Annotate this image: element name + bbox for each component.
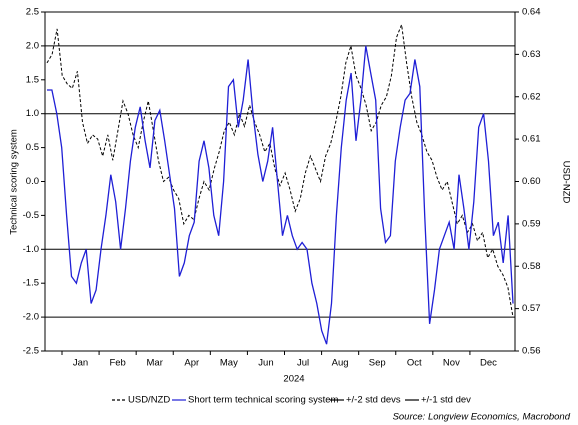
y-tick-label: 0.0: [26, 176, 39, 187]
y-tick-label: -2.0: [23, 312, 39, 323]
y-tick-label: 2.5: [26, 7, 39, 18]
y2-axis-label: USD-NZD: [560, 161, 571, 204]
x-tick-label: Oct: [407, 358, 422, 369]
y-tick-label: -1.5: [23, 278, 39, 289]
y-tick-label: -0.5: [23, 210, 39, 221]
y-tick-label: -1.0: [23, 244, 39, 255]
y2-tick-label: 0.62: [522, 91, 541, 102]
x-tick-label: Nov: [443, 358, 460, 369]
y-axis-label: Technical scoring system: [9, 129, 20, 235]
x-tick-label: Jul: [297, 358, 309, 369]
y2-tick-label: 0.58: [522, 261, 541, 272]
y-tick-label: 1.5: [26, 74, 39, 85]
x-tick-label: Sep: [369, 358, 386, 369]
series-line: [46, 22, 514, 318]
x-tick-label: Mar: [147, 358, 163, 369]
x-tick-label: Aug: [332, 358, 349, 369]
series-line: [47, 45, 514, 345]
x-axis-label: 2024: [283, 374, 304, 385]
x-tick-label: Jan: [73, 358, 88, 369]
x-tick-label: Jun: [258, 358, 273, 369]
x-tick-label: Feb: [109, 358, 125, 369]
y2-tick-label: 0.61: [522, 134, 541, 145]
y2-tick-label: 0.63: [522, 49, 541, 60]
y-tick-label: -2.5: [23, 346, 39, 357]
y-tick-label: 0.5: [26, 142, 39, 153]
y2-tick-label: 0.64: [522, 7, 541, 18]
y2-tick-label: 0.59: [522, 218, 541, 229]
y2-tick-label: 0.56: [522, 346, 541, 357]
plot-frame: [44, 11, 516, 352]
legend-label: +/-2 std devs: [346, 395, 401, 406]
legend-label: USD/NZD: [128, 395, 170, 406]
x-tick-label: May: [220, 358, 238, 369]
y-tick-label: 2.0: [26, 40, 39, 51]
source: Source: Longview Economics, Macrobond: [393, 412, 571, 423]
x-tick-label: Apr: [184, 358, 199, 369]
legend-label: Short term technical scoring system: [188, 395, 339, 406]
y2-tick-label: 0.57: [522, 303, 541, 314]
y2-tick-label: 0.60: [522, 176, 541, 187]
legend-label: +/-1 std dev: [421, 395, 471, 406]
y-tick-label: 1.0: [26, 108, 39, 119]
x-tick-label: Dec: [480, 358, 497, 369]
